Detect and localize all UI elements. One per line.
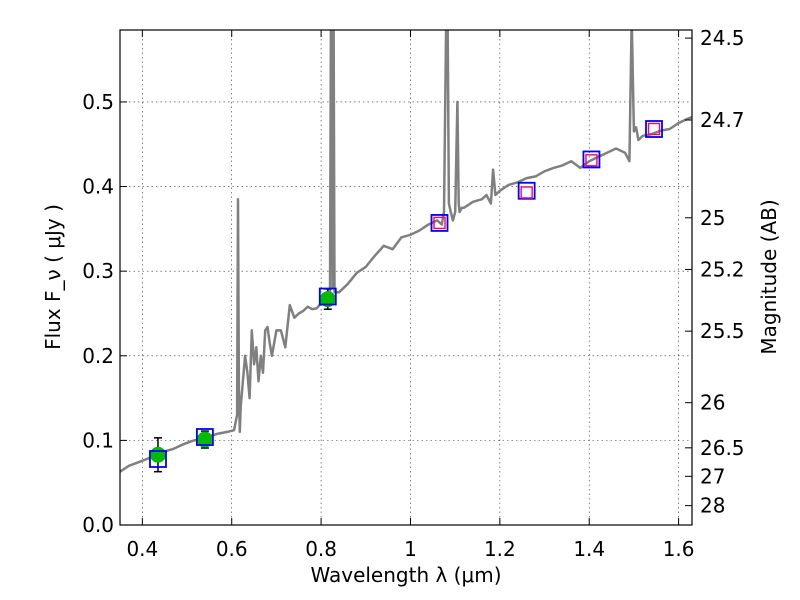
mag-tick-label: 28 <box>700 494 725 518</box>
model-photometry-box <box>430 214 449 232</box>
limit-box <box>585 154 598 167</box>
grid-layer <box>120 30 692 525</box>
model-photometry-box <box>517 181 536 200</box>
spectrum-line <box>120 30 692 473</box>
mag-tick-label: 25.5 <box>700 319 745 343</box>
model-photometry-box <box>149 450 167 468</box>
model-photometry-box <box>318 287 337 306</box>
y-tick-label: 0.4 <box>82 175 114 199</box>
mag-tick-label: 24.5 <box>700 26 745 50</box>
x-tick-label: 1.2 <box>484 537 516 561</box>
mag-tick-label: 24.7 <box>700 108 745 132</box>
mag-tick-label: 25 <box>700 206 725 230</box>
limit-box <box>647 122 661 136</box>
x-tick-label: 1.4 <box>573 537 605 561</box>
y-axis-label: Flux F_ν ( μJy ) <box>41 204 65 350</box>
mag-tick-label: 27 <box>700 464 725 488</box>
y-tick-label: 0.2 <box>82 344 114 368</box>
plot-frame <box>119 29 693 526</box>
y-tick-label: 0.0 <box>82 513 114 537</box>
y-tick-label: 0.5 <box>82 90 114 114</box>
y-tick-label: 0.3 <box>82 259 114 283</box>
x-tick-label: 1 <box>404 537 417 561</box>
model-photometry-box <box>645 120 663 138</box>
limit-box <box>520 186 533 199</box>
model-photometry-box <box>582 150 601 169</box>
label-layer: Wavelength λ (μm) Flux F_ν ( μJy ) Magni… <box>41 199 781 587</box>
model-photometry-box <box>196 428 214 446</box>
y-axis-right-label: Magnitude (AB) <box>757 199 781 354</box>
x-tick-label: 0.6 <box>216 537 248 561</box>
y-tick-label: 0.1 <box>82 428 114 452</box>
detection-point <box>149 446 166 463</box>
tick-layer: 0.4 0.6 0.8 1 1.2 1.4 1.6 0.0 0.1 0.2 0.3 0.4 0.5 24.… <box>82 26 744 561</box>
mag-tick-label: 26 <box>700 391 725 415</box>
mag-tick-label: 26.5 <box>700 436 745 460</box>
mag-tick-label: 25.2 <box>700 257 745 281</box>
x-tick-label: 1.6 <box>663 537 695 561</box>
limit-box <box>433 216 446 230</box>
x-tick-label: 0.4 <box>126 537 158 561</box>
x-tick-label: 0.8 <box>305 537 337 561</box>
x-axis-label: Wavelength λ (μm) <box>310 563 501 587</box>
plot-layer <box>120 30 692 473</box>
